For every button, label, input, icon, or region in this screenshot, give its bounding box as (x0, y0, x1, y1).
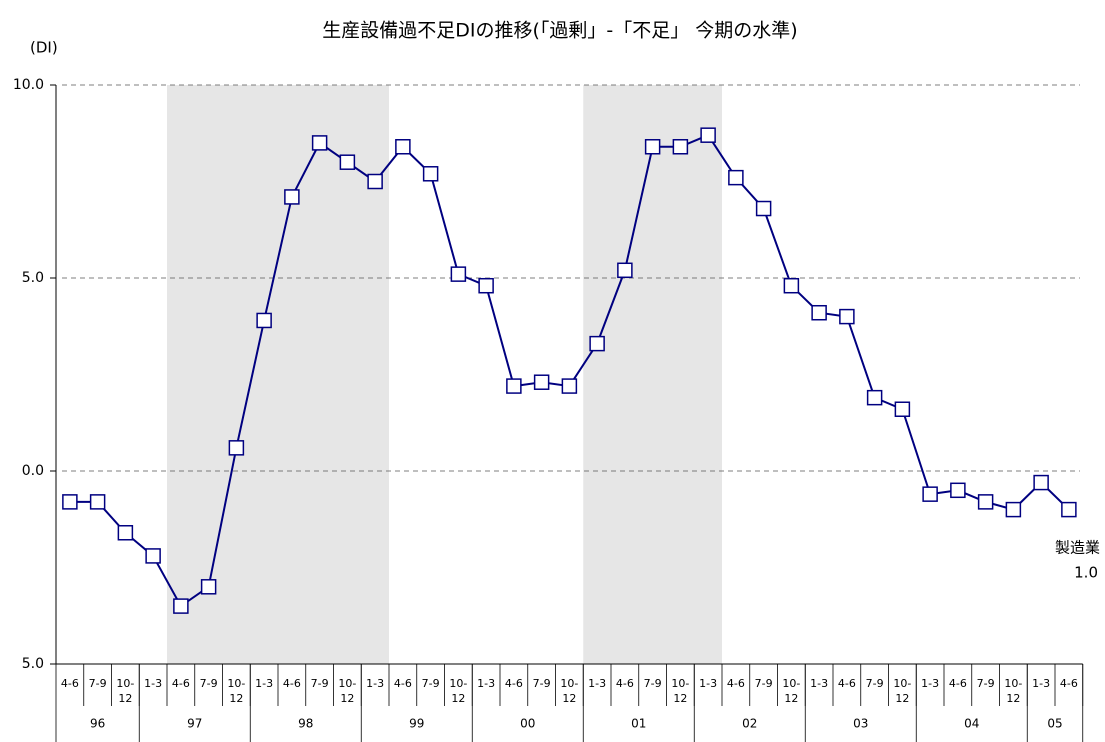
x-tick-label: 10-12 (893, 677, 912, 705)
x-tick-label: 7-9 (199, 677, 218, 690)
x-tick-label: 1-3 (255, 677, 274, 690)
y-tick-label: 10.0 (13, 77, 44, 93)
x-tick-label: 10-12 (227, 677, 246, 705)
data-point (839, 308, 855, 325)
data-point (950, 482, 966, 499)
data-point (617, 262, 633, 279)
x-tick-label: 1-3 (810, 677, 829, 690)
data-point (533, 374, 550, 390)
data-point (1033, 474, 1049, 491)
x-tick-label: 1-3 (921, 677, 940, 690)
year-label: 05 (1047, 717, 1062, 731)
x-tick-label: 10-12 (782, 677, 801, 705)
year-label: 97 (187, 717, 202, 731)
x-tick-label: 7-9 (532, 677, 551, 690)
data-point (62, 494, 78, 510)
y-tick-label: 5.0 (22, 270, 44, 286)
x-tick-label: 10-12 (560, 677, 579, 705)
x-tick-label: 1-3 (144, 677, 163, 690)
data-point (367, 173, 383, 190)
chart-title: 生産設備過不足DIの推移(「過剰」-「不足」 今期の水準) (322, 20, 797, 42)
x-tick-label: 4-6 (837, 677, 856, 690)
year-label: 02 (742, 717, 757, 731)
x-tick-label: 4-6 (504, 677, 523, 690)
data-point (395, 139, 411, 155)
x-tick-label: 1-3 (1032, 677, 1051, 690)
x-tick-label: 10-12 (671, 677, 690, 705)
x-tick-label: 4-6 (948, 677, 967, 690)
data-point (894, 401, 911, 417)
x-tick-label: 10-12 (116, 677, 135, 705)
x-tick-label: 10-12 (1004, 677, 1023, 705)
data-point (866, 389, 883, 406)
x-tick-label: 4-6 (1059, 677, 1078, 690)
data-point (450, 266, 467, 282)
data-point (506, 378, 522, 394)
y-axis-label: (DI) (30, 39, 58, 57)
series-name: 製造業 (1055, 539, 1100, 557)
year-label: 00 (520, 717, 535, 731)
data-point (728, 169, 744, 186)
data-point (228, 440, 245, 456)
data-point (89, 494, 106, 510)
x-tick-label: 7-9 (976, 677, 995, 690)
year-label: 98 (298, 717, 313, 731)
x-tick-label: 1-3 (477, 677, 496, 690)
data-point (284, 189, 300, 205)
data-point (811, 304, 827, 321)
year-label: 04 (964, 717, 979, 731)
x-tick-label: 7-9 (310, 677, 329, 690)
data-point (755, 200, 772, 217)
data-point (589, 335, 605, 352)
data-point (173, 598, 189, 614)
data-point (1005, 501, 1022, 518)
x-tick-label: 7-9 (88, 677, 107, 690)
data-point (311, 135, 328, 151)
x-tick-label: 4-6 (171, 677, 190, 690)
data-point (478, 277, 494, 294)
data-point (922, 486, 938, 502)
x-tick-label: 7-9 (643, 677, 662, 690)
x-tick-label: 1-3 (588, 677, 607, 690)
year-label: 99 (409, 717, 424, 731)
year-label: 01 (631, 717, 646, 731)
shaded-period (583, 85, 722, 664)
data-point (339, 154, 356, 170)
data-point (422, 166, 439, 182)
data-point (256, 312, 272, 329)
data-point (644, 139, 661, 155)
y-tick-label: 0.0 (22, 463, 44, 479)
data-point (1061, 501, 1077, 518)
year-label: 03 (853, 717, 868, 731)
data-point (200, 579, 217, 595)
data-point (783, 277, 800, 294)
x-tick-label: 1-3 (699, 677, 718, 690)
x-tick-label: 10-12 (338, 677, 357, 705)
data-point (145, 548, 161, 564)
x-tick-label: 1-3 (366, 677, 385, 690)
x-tick-label: 7-9 (865, 677, 884, 690)
data-point (561, 378, 578, 394)
x-tick-label: 7-9 (754, 677, 773, 690)
y-tick-label: 5.0 (22, 656, 44, 672)
data-point (977, 494, 994, 510)
data-point (672, 139, 689, 155)
x-tick-label: 10-12 (449, 677, 468, 705)
x-tick-label: 4-6 (615, 677, 634, 690)
shaded-period (167, 85, 389, 664)
value-label: 1.0 (1074, 564, 1098, 582)
x-tick-label: 4-6 (393, 677, 412, 690)
data-point (700, 127, 716, 143)
x-tick-label: 4-6 (282, 677, 301, 690)
x-tick-label: 7-9 (421, 677, 440, 690)
data-point (117, 525, 134, 541)
x-tick-label: 4-6 (726, 677, 745, 690)
x-tick-label: 4-6 (60, 677, 79, 690)
year-label: 96 (90, 717, 105, 731)
